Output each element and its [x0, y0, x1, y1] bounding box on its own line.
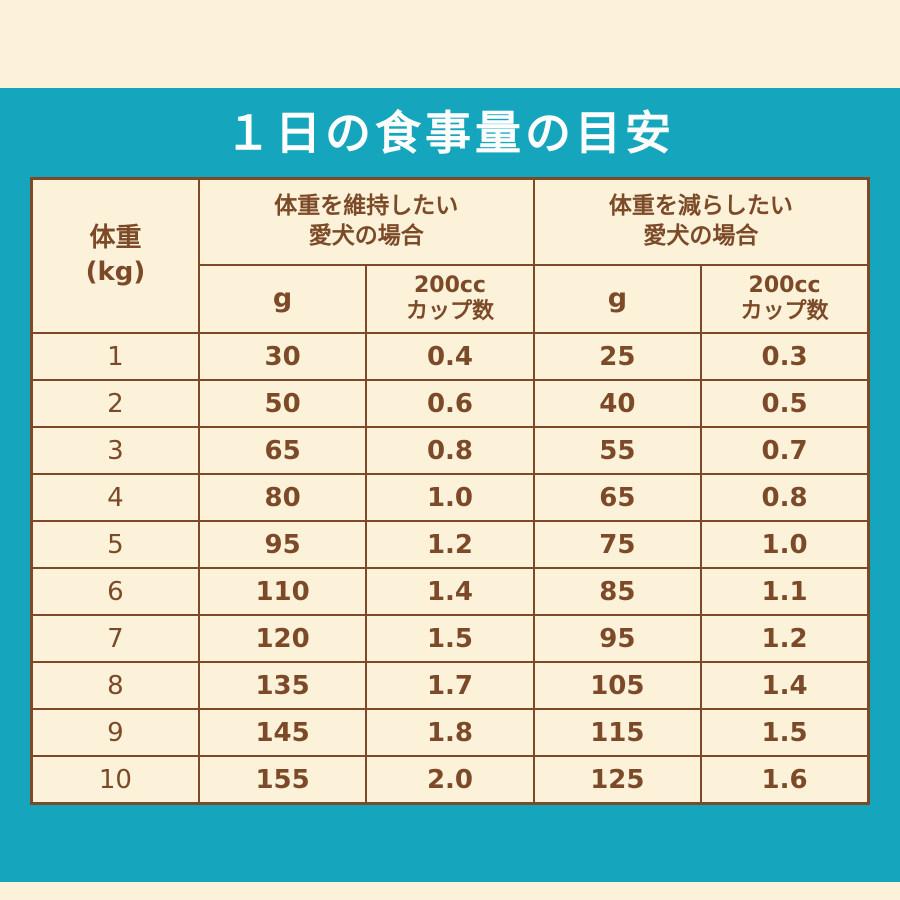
weight-cell: 5 [30, 520, 200, 570]
table-row: 9 145 1.8 115 1.5 [30, 708, 870, 758]
value-cell: 0.5 [700, 379, 870, 429]
table-row: 7 120 1.5 95 1.2 [30, 614, 870, 664]
value-cell: 0.6 [365, 379, 535, 429]
value-cell: 1.4 [700, 661, 870, 711]
value-cell: 50 [197, 379, 368, 429]
value-cell: 2.0 [365, 755, 535, 805]
value-cell: 1.0 [700, 520, 870, 570]
table-body: 1 30 0.4 25 0.3 2 50 0.6 40 0.5 3 65 0.8 55 0.7 4 80 1.0 6… [30, 332, 870, 805]
weight-cell: 6 [30, 567, 200, 617]
value-cell: 115 [532, 708, 703, 758]
value-cell: 145 [197, 708, 368, 758]
weight-cell: 9 [30, 708, 200, 758]
weight-cell: 3 [30, 426, 200, 476]
value-cell: 155 [197, 755, 368, 805]
value-cell: 0.7 [700, 426, 870, 476]
maintain-group-header: 体重を維持したい 愛犬の場合 [197, 177, 535, 267]
value-cell: 1.0 [365, 473, 535, 523]
value-cell: 1.2 [700, 614, 870, 664]
table-header: 体重 (kg) 体重を維持したい 愛犬の場合 体重を減らしたい 愛犬の場合 g … [30, 177, 870, 335]
group-header-row: 体重 (kg) 体重を維持したい 愛犬の場合 体重を減らしたい 愛犬の場合 [30, 177, 870, 335]
value-cell: 55 [532, 426, 703, 476]
value-cell: 25 [532, 332, 703, 382]
value-cell: 1.1 [700, 567, 870, 617]
weight-cell: 1 [30, 332, 200, 382]
value-cell: 95 [532, 614, 703, 664]
value-cell: 0.4 [365, 332, 535, 382]
reduce-group-header: 体重を減らしたい 愛犬の場合 [532, 177, 870, 267]
value-cell: 65 [197, 426, 368, 476]
value-cell: 65 [532, 473, 703, 523]
value-cell: 125 [532, 755, 703, 805]
weight-cell: 4 [30, 473, 200, 523]
table-row: 10 155 2.0 125 1.6 [30, 755, 870, 805]
value-cell: 1.7 [365, 661, 535, 711]
reduce-cups-header: 200cc カップ数 [700, 264, 870, 335]
value-cell: 135 [197, 661, 368, 711]
weight-column-header: 体重 (kg) [30, 177, 200, 335]
value-cell: 0.3 [700, 332, 870, 382]
value-cell: 0.8 [700, 473, 870, 523]
value-cell: 110 [197, 567, 368, 617]
value-cell: 95 [197, 520, 368, 570]
value-cell: 1.2 [365, 520, 535, 570]
value-cell: 1.8 [365, 708, 535, 758]
value-cell: 120 [197, 614, 368, 664]
table-row: 2 50 0.6 40 0.5 [30, 379, 870, 429]
value-cell: 80 [197, 473, 368, 523]
page-title: １日の食事量の目安 [225, 106, 675, 160]
value-cell: 40 [532, 379, 703, 429]
value-cell: 1.4 [365, 567, 535, 617]
value-cell: 1.5 [365, 614, 535, 664]
value-cell: 105 [532, 661, 703, 711]
value-cell: 30 [197, 332, 368, 382]
feeding-guide-panel: １日の食事量の目安 体重 (kg) 体重を維持したい 愛犬の場合 体重を減らした… [0, 88, 900, 882]
maintain-cups-header: 200cc カップ数 [365, 264, 535, 335]
value-cell: 75 [532, 520, 703, 570]
value-cell: 0.8 [365, 426, 535, 476]
table-row: 8 135 1.7 105 1.4 [30, 661, 870, 711]
weight-cell: 2 [30, 379, 200, 429]
maintain-grams-header: g [197, 264, 368, 335]
table-row: 3 65 0.8 55 0.7 [30, 426, 870, 476]
table-row: 4 80 1.0 65 0.8 [30, 473, 870, 523]
value-cell: 1.5 [700, 708, 870, 758]
table-row: 5 95 1.2 75 1.0 [30, 520, 870, 570]
value-cell: 1.6 [700, 755, 870, 805]
reduce-grams-header: g [532, 264, 703, 335]
weight-cell: 10 [30, 755, 200, 805]
sub-header-row: g 200cc カップ数 g 200cc カップ数 [32, 264, 870, 335]
table-row: 6 110 1.4 85 1.1 [30, 567, 870, 617]
feeding-amount-table: 体重 (kg) 体重を維持したい 愛犬の場合 体重を減らしたい 愛犬の場合 g … [30, 177, 870, 806]
value-cell: 85 [532, 567, 703, 617]
weight-cell: 8 [30, 661, 200, 711]
table-row: 1 30 0.4 25 0.3 [30, 332, 870, 382]
weight-cell: 7 [30, 614, 200, 664]
